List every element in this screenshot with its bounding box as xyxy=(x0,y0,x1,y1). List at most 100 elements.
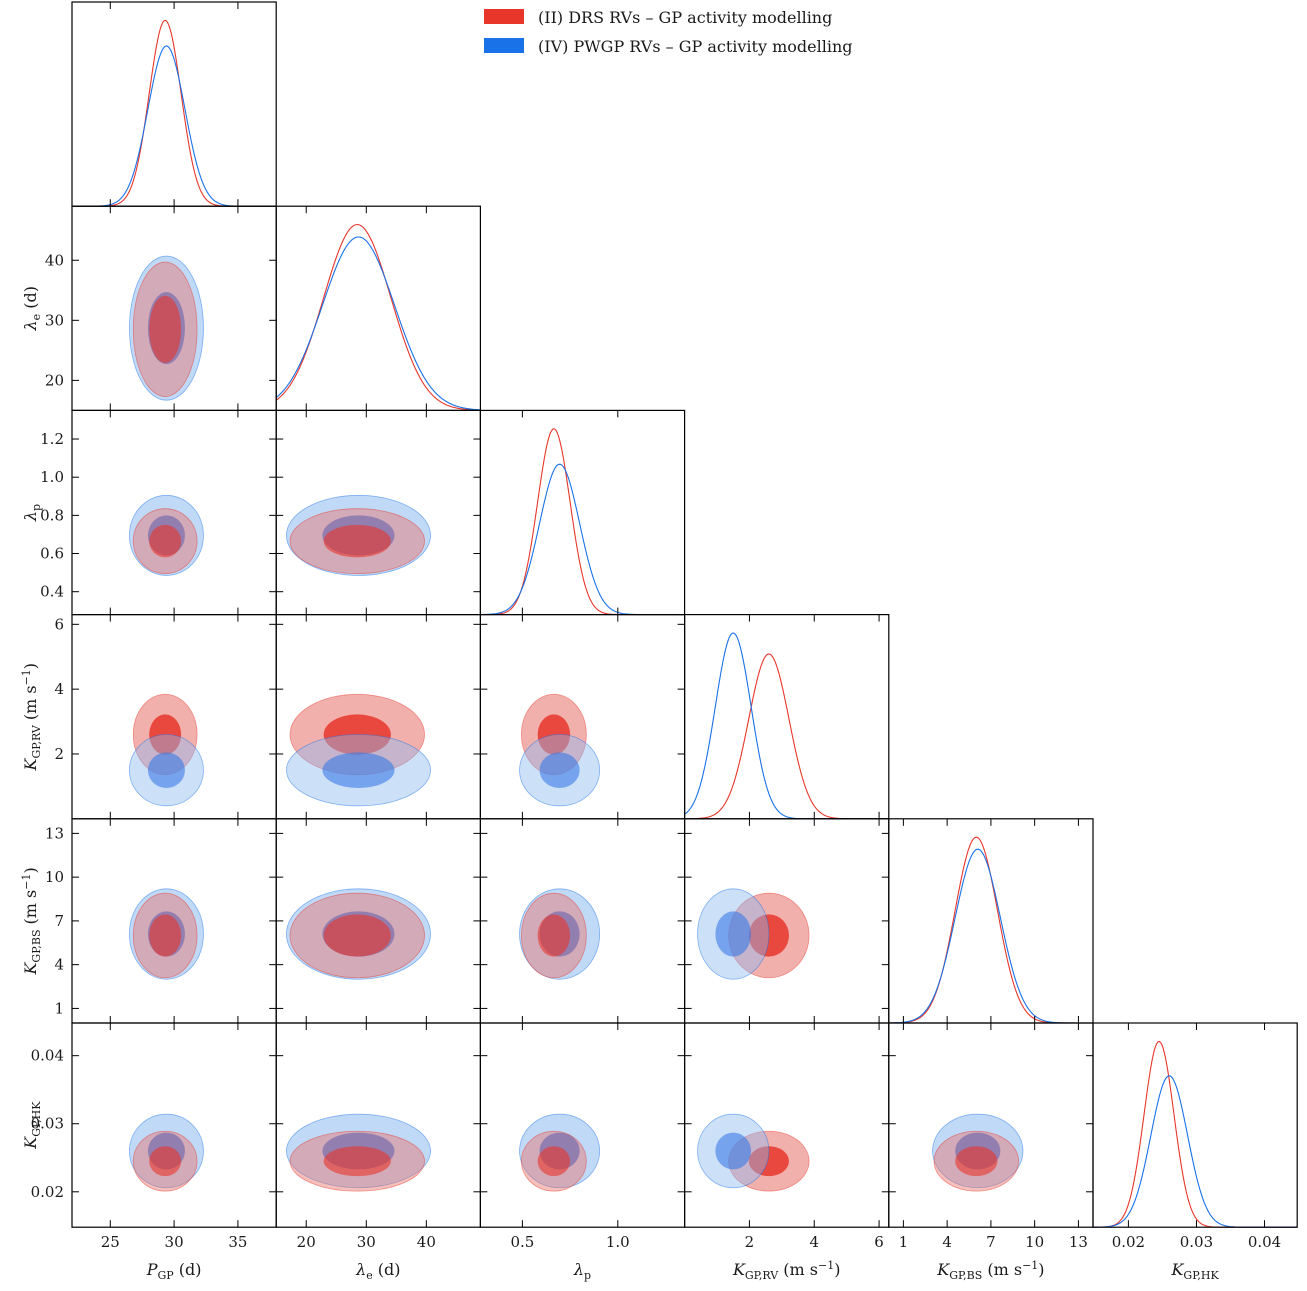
y-tick-label-lp: 1.2 xyxy=(40,430,64,448)
x-axis-label-Krv: KGP,RV (m s−1) xyxy=(732,1259,841,1282)
contour-1sigma-pwgp xyxy=(147,752,185,789)
y-tick-label-Kbs: 4 xyxy=(54,956,64,974)
x-tick-label-P: 30 xyxy=(165,1233,184,1251)
x-tick-label-Kbs: 4 xyxy=(942,1233,952,1251)
y-axis-label-le: λe (d) xyxy=(21,286,43,331)
x-tick-label-Krv: 6 xyxy=(874,1233,884,1251)
contour-1sigma-drs xyxy=(537,914,571,957)
y-tick-label-lp: 0.6 xyxy=(40,545,64,563)
y-tick-label-Kbs: 1 xyxy=(54,999,64,1017)
legend-label-pwgp: (IV) PWGP RVs – GP activity modelling xyxy=(538,37,853,56)
contour-panel-P-lp xyxy=(129,494,204,576)
tick-layer: 25 30 35 20 30 40 0.5 1.0 2 4 6 1 4 7 10 13 0.02 0.03 0.04… xyxy=(31,2,1281,1251)
contour-panel-le-Krv xyxy=(286,693,431,807)
y-tick-label-Khk: 0.03 xyxy=(31,1115,64,1133)
x-tick-label-le: 20 xyxy=(297,1233,316,1251)
contour-panel-lp-Krv xyxy=(519,693,601,807)
marginal-curve-P-pwgp xyxy=(72,45,277,207)
y-axis-label-Krv: KGP,RV (m s−1) xyxy=(20,663,43,772)
x-axis-label-Khk: KGP,HK xyxy=(1170,1260,1219,1282)
contour-1sigma-drs xyxy=(149,1146,182,1177)
contour-panel-lp-Kbs xyxy=(519,888,601,980)
y-tick-label-Krv: 2 xyxy=(54,745,64,763)
y-axis-label-lp: λp xyxy=(21,504,43,522)
x-tick-label-le: 40 xyxy=(417,1233,436,1251)
y-tick-label-lp: 0.4 xyxy=(40,583,64,601)
contour-1sigma-pwgp xyxy=(715,1132,752,1170)
legend: (II) DRS RVs – GP activity modelling (IV… xyxy=(484,8,853,56)
contour-1sigma-drs xyxy=(323,914,391,957)
x-tick-label-Kbs: 13 xyxy=(1069,1233,1088,1251)
marginal-curve-Khk-drs xyxy=(1092,1040,1298,1228)
contour-layer xyxy=(129,255,1024,1192)
y-tick-label-lp: 0.8 xyxy=(40,506,64,524)
x-tick-label-Krv: 2 xyxy=(745,1233,755,1251)
contour-panel-P-le xyxy=(129,255,204,401)
contour-1sigma-pwgp xyxy=(322,752,395,789)
panel-frame-le-le xyxy=(275,205,482,411)
contour-panel-le-Kbs xyxy=(286,888,431,980)
contour-1sigma-drs xyxy=(323,524,391,558)
x-axis-label-le: λe (d) xyxy=(355,1260,400,1282)
y-axis-label-Khk: KGP,HK xyxy=(21,1101,43,1150)
x-axis-label-P: PGP (d) xyxy=(146,1260,202,1282)
x-tick-label-Kbs: 7 xyxy=(986,1233,996,1251)
contour-1sigma-drs xyxy=(149,524,182,558)
y-tick-label-Kbs: 13 xyxy=(45,824,64,842)
y-tick-label-Khk: 0.04 xyxy=(31,1047,64,1065)
marginal-curve-le-pwgp xyxy=(275,236,481,411)
contour-panel-Krv-Kbs xyxy=(697,888,810,980)
x-tick-label-Kbs: 10 xyxy=(1025,1233,1044,1251)
contour-panel-P-Kbs xyxy=(129,888,204,980)
legend-swatch-pwgp xyxy=(484,38,524,53)
legend-label-drs: (II) DRS RVs – GP activity modelling xyxy=(538,8,832,27)
contour-1sigma-drs xyxy=(149,914,182,957)
y-tick-label-Kbs: 10 xyxy=(45,868,64,886)
x-tick-label-Kbs: 1 xyxy=(899,1233,909,1251)
marginal-curve-Khk-pwgp xyxy=(1092,1075,1298,1228)
panel-frame-P-P xyxy=(71,1,277,207)
contour-panel-P-Khk xyxy=(129,1113,204,1192)
contour-1sigma-pwgp xyxy=(539,752,580,789)
marginal-curve-P-drs xyxy=(72,19,277,207)
contour-1sigma-drs xyxy=(537,1146,571,1177)
contour-1sigma-drs xyxy=(955,1146,998,1177)
y-tick-label-le: 30 xyxy=(45,311,64,329)
x-axis-label-lp: λp xyxy=(573,1260,591,1282)
panel-frame-Kbs-Kbs xyxy=(888,818,1094,1024)
marginal-curve-Kbs-pwgp xyxy=(888,848,1093,1024)
contour-panel-lp-Khk xyxy=(519,1113,601,1192)
marginal-curve-Kbs-drs xyxy=(888,836,1093,1024)
y-tick-label-lp: 1.0 xyxy=(40,468,64,486)
contour-1sigma-drs xyxy=(149,295,182,363)
marginal-curve-lp-drs xyxy=(480,428,685,616)
x-tick-label-Krv: 4 xyxy=(809,1233,819,1251)
x-tick-label-Khk: 0.02 xyxy=(1112,1233,1145,1251)
panel-frame-Khk-Khk xyxy=(1092,1022,1298,1228)
x-tick-label-Khk: 0.03 xyxy=(1180,1233,1213,1251)
marginal-curve-Krv-pwgp xyxy=(684,632,889,820)
y-tick-label-le: 40 xyxy=(45,251,64,269)
contour-panel-Krv-Khk xyxy=(697,1113,810,1192)
marginal-curve-lp-pwgp xyxy=(480,463,685,616)
y-tick-label-Krv: 4 xyxy=(54,680,64,698)
contour-1sigma-drs xyxy=(748,1146,789,1177)
contour-1sigma-drs xyxy=(323,1146,391,1177)
axis-label-layer: PGP (d) λe (d) λp KGP,RV (m s−1) KGP,BS (m s… xyxy=(20,286,1219,1282)
panel-frame-lp-lp xyxy=(479,409,686,616)
contour-panel-P-Krv xyxy=(129,693,204,807)
x-tick-label-le: 30 xyxy=(357,1233,376,1251)
x-tick-label-lp: 0.5 xyxy=(510,1233,534,1251)
x-tick-label-P: 25 xyxy=(101,1233,120,1251)
contour-panel-le-Khk xyxy=(286,1113,431,1192)
contour-panel-le-lp xyxy=(286,494,431,576)
x-axis-label-Kbs: KGP,BS (m s−1) xyxy=(936,1259,1044,1282)
y-axis-label-Kbs: KGP,BS (m s−1) xyxy=(20,867,43,975)
x-tick-label-P: 35 xyxy=(228,1233,247,1251)
contour-panel-Kbs-Khk xyxy=(932,1113,1024,1192)
y-tick-label-Krv: 6 xyxy=(54,615,64,633)
marginal-curve-Krv-drs xyxy=(684,653,889,820)
contour-1sigma-pwgp xyxy=(715,911,752,957)
marginal-curve-le-drs xyxy=(275,224,481,411)
x-tick-label-lp: 1.0 xyxy=(606,1233,630,1251)
